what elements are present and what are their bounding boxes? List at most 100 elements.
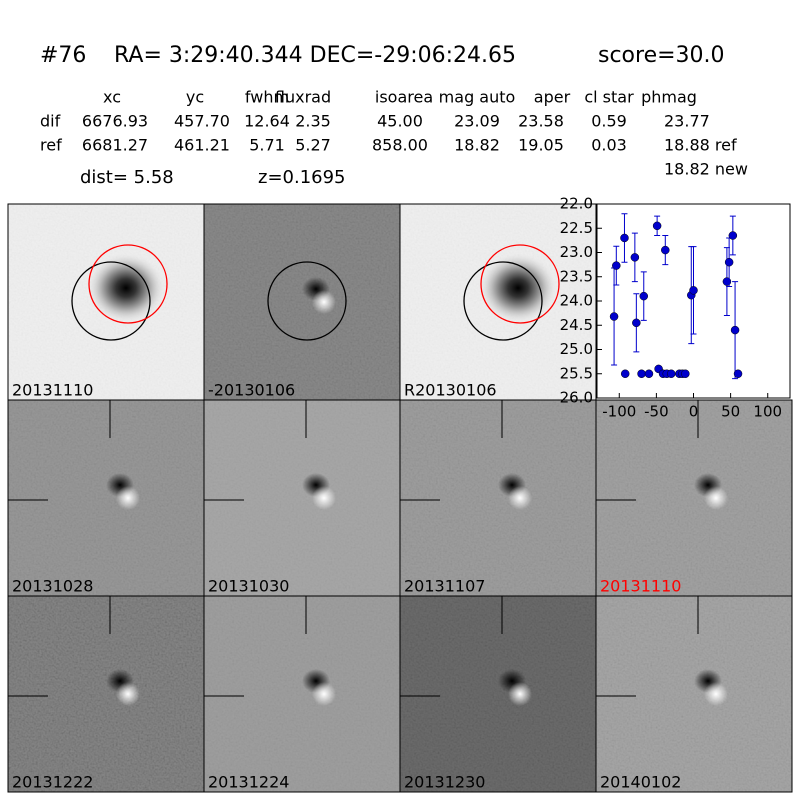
residual-light [312,682,336,706]
stamp-label: 20131030 [208,577,289,596]
stamp-noise [204,400,400,596]
stamp-noise [8,400,204,596]
stamp-noise [400,596,596,792]
stamp-noise [204,204,400,400]
residual-light [312,486,336,510]
galaxy [86,252,166,324]
extra-mag: 18.82 new [664,160,748,179]
y-tick-label: 25.0 [560,340,593,358]
stamp-label: 20131110 [600,577,681,596]
data-point [620,369,630,378]
stamp-noise [8,596,204,792]
y-tick-label: 24.0 [560,292,593,310]
y-tick-label: 23.5 [560,267,593,285]
table-cell: 6676.93 [82,112,148,131]
table-cell: 457.70 [174,112,230,131]
data-point [728,231,738,240]
data-point [730,325,740,335]
data-point [639,291,649,301]
stamp-label: -20130106 [208,381,295,400]
table-cell: 2.35 [295,112,331,131]
stamp-noise [596,596,792,792]
table-cell: 12.64 [244,112,290,131]
column-header: fluxrad [275,88,331,107]
column-header: isoarea [375,88,433,107]
stamp-label: 20131230 [404,773,485,792]
residual-light [312,290,336,314]
table-cell: 6681.27 [82,136,148,155]
stamp-label: 20131222 [12,773,93,792]
table-cell: 18.82 [454,136,500,155]
aperture-black [267,261,347,341]
y-tick-label: 25.5 [560,364,593,382]
table-cell: 19.05 [518,136,564,155]
residual-light [116,682,140,706]
y-tick-label: 23.0 [560,243,593,261]
table-cell: 23.77 [664,112,710,131]
table-cell: 5.71 [249,136,285,155]
stamp-grid: 20131110 -20130106 R20130106 20131028 201310… [7,203,793,793]
residual-light [508,682,532,706]
data-point [733,369,743,378]
table-cell: 23.58 [518,112,564,131]
aperture-black [463,261,543,341]
stamp-noise [596,400,792,596]
table-cell: 0.59 [591,112,627,131]
galaxy [478,252,558,324]
data-point [722,277,732,286]
score: score=30.0 [598,43,725,68]
column-header: mag auto [439,88,516,107]
row-label: ref [40,136,62,155]
column-header: phmag [641,88,697,107]
y-tick-label: 22.0 [560,195,593,213]
stamp-label: 20131028 [12,577,93,596]
data-point [689,286,698,295]
data-point [661,245,670,255]
x-tick-label: -50 [644,403,669,421]
distance: dist= 5.58 [80,167,174,188]
stamp-label: R20130106 [404,381,497,400]
data-point [630,253,640,262]
aperture-black [71,261,151,341]
residual-light [704,682,728,706]
column-header: aper [534,88,571,107]
data-point [652,221,662,231]
table-cell: 0.03 [591,136,627,155]
residual-light [704,486,728,510]
stamp-label: 20131110 [12,381,93,400]
data-point [620,233,629,243]
x-tick-label: 100 [753,403,782,421]
redshift: z=0.1695 [258,167,346,188]
coordinates: RA= 3:29:40.344 DEC=-29:06:24.65 [114,43,516,68]
stamp-label: 20131224 [208,773,289,792]
y-tick-label: 22.5 [560,219,593,237]
row-label: dif [40,112,61,131]
data-point [612,261,621,270]
data-point [644,369,654,378]
data-point [681,369,690,378]
stamp-border [595,595,793,793]
y-tick-label: 26.0 [560,389,593,407]
data-point [637,369,646,378]
data-point [632,318,641,328]
table-cell: 461.21 [174,136,230,155]
residual-light [508,486,532,510]
aperture-red [88,244,168,324]
stamp-label: 20131107 [404,577,485,596]
table-cell: 5.27 [295,136,331,155]
stamp-label: 20140102 [600,773,681,792]
object-id: #76 [40,43,86,68]
column-header: cl star [584,88,634,107]
aperture-red [480,244,560,324]
table-cell: 45.00 [377,112,423,131]
x-tick-label: 50 [721,403,740,421]
data-point [609,312,619,321]
data-point [724,257,734,267]
x-tick-label: -100 [602,403,636,421]
x-tick-label: 0 [689,403,699,421]
table-cell: 23.09 [454,112,500,131]
column-header: yc [186,88,204,107]
stamp-noise [204,596,400,792]
stamp-noise [400,400,596,596]
